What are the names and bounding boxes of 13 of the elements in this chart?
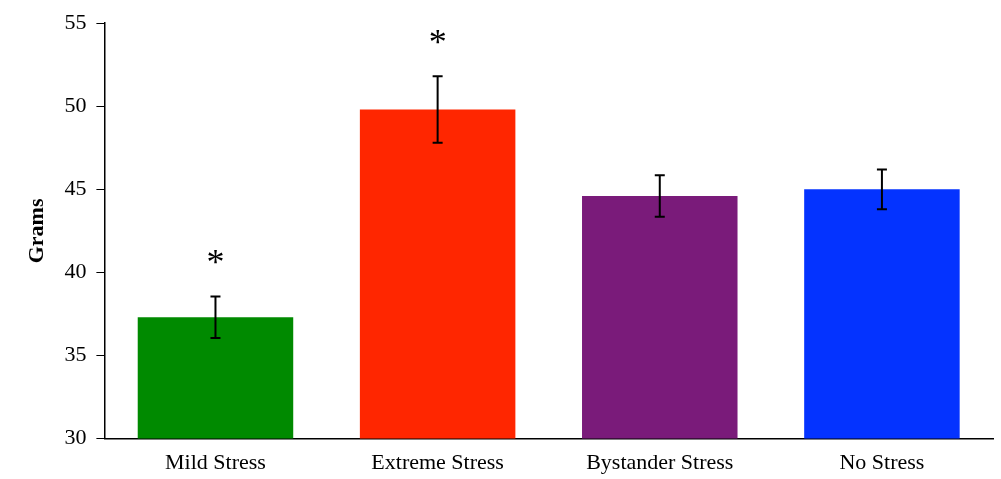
y-tick-label: 40 <box>64 258 87 284</box>
y-tick-label: 30 <box>64 424 87 450</box>
x-tick-label: No Stress <box>839 448 925 474</box>
y-tick-label: 35 <box>64 341 87 367</box>
x-tick-label: Mild Stress <box>165 448 266 474</box>
x-tick-label: Extreme Stress <box>371 448 504 474</box>
x-tick-label: Bystander Stress <box>586 448 734 474</box>
y-tick-label: 45 <box>64 175 87 201</box>
y-axis-title: Grams <box>22 198 48 264</box>
annotation: * <box>206 241 225 282</box>
y-tick-label: 50 <box>64 92 87 118</box>
annotation: * <box>428 21 447 62</box>
y-tick-label: 55 <box>64 8 87 34</box>
